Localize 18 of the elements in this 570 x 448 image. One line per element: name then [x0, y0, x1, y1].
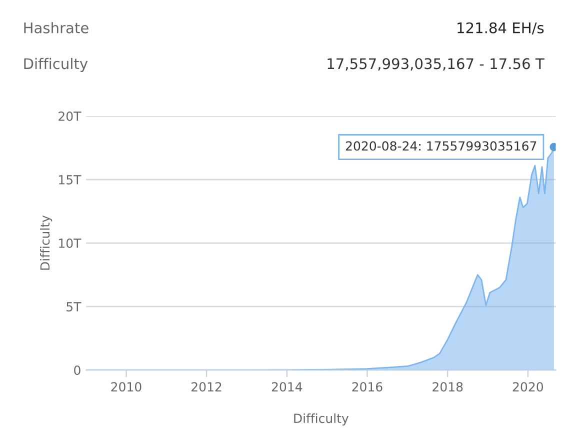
x-tick-label: 2020	[512, 382, 543, 392]
y-tick-label: 15T	[59, 175, 82, 184]
x-tick-label: 2014	[272, 382, 302, 392]
text: 121.84 EH/s	[458, 22, 544, 34]
y-tick-label: 10T	[59, 238, 82, 248]
y-tick-label: 20T	[58, 112, 82, 121]
text: Hashrate	[24, 22, 88, 34]
x-tick-label: 2010	[111, 382, 142, 392]
x-axis-title: Difficulty	[294, 413, 349, 426]
x-tick-label: 2012	[192, 382, 222, 392]
text: 17,557,993,035,167 - 17.56 T	[328, 58, 544, 71]
y-tick-label: 0	[74, 366, 80, 375]
text: Difficulty	[24, 58, 88, 72]
y-tick-label: 5T	[66, 302, 82, 312]
x-tick-label: 2018	[432, 382, 463, 392]
annotation: 2020-08-24: 17557993035167	[346, 141, 536, 151]
y-axis-title: Difficulty	[40, 215, 52, 270]
x-tick-label: 2016	[352, 382, 382, 392]
